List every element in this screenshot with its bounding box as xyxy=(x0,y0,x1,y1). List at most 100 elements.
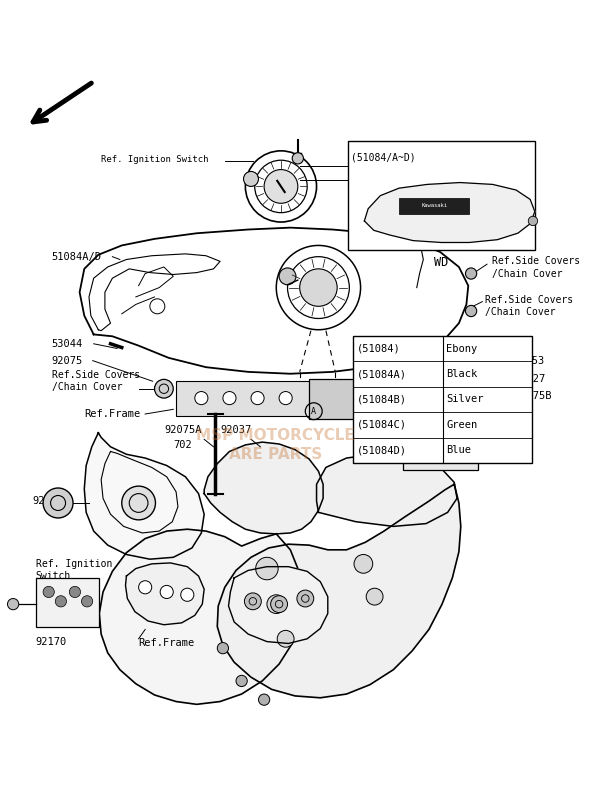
Text: 92027: 92027 xyxy=(514,375,545,384)
Text: /Chain Cover: /Chain Cover xyxy=(485,307,555,317)
Circle shape xyxy=(160,586,173,598)
Text: Ref.Side Covers: Ref.Side Covers xyxy=(51,370,140,380)
Circle shape xyxy=(244,593,262,610)
Circle shape xyxy=(217,642,229,654)
Circle shape xyxy=(449,437,459,447)
Circle shape xyxy=(277,630,294,647)
Circle shape xyxy=(412,428,422,437)
Text: Ref.Frame: Ref.Frame xyxy=(138,638,195,649)
Text: 92075: 92075 xyxy=(51,356,83,366)
Polygon shape xyxy=(365,182,535,242)
Polygon shape xyxy=(100,529,302,705)
Text: Ref.Side Covers: Ref.Side Covers xyxy=(401,221,489,232)
Text: Kawasaki: Kawasaki xyxy=(422,204,448,209)
Text: ARE PARTS: ARE PARTS xyxy=(229,447,322,462)
Text: A: A xyxy=(311,407,316,415)
Text: Ebony: Ebony xyxy=(446,344,478,354)
Text: Ref. Ignition Switch: Ref. Ignition Switch xyxy=(101,155,209,164)
Polygon shape xyxy=(217,484,461,698)
Circle shape xyxy=(424,392,438,404)
Text: 92153: 92153 xyxy=(360,159,391,169)
Circle shape xyxy=(154,380,173,398)
Text: Ref. Ignition: Ref. Ignition xyxy=(35,559,112,569)
Text: (51084): (51084) xyxy=(357,344,401,354)
Circle shape xyxy=(431,453,440,463)
Circle shape xyxy=(457,392,470,404)
Circle shape xyxy=(279,392,292,404)
Text: 92170: 92170 xyxy=(35,637,67,646)
Text: 92075A: 92075A xyxy=(164,425,201,435)
Polygon shape xyxy=(125,563,204,625)
Text: 702: 702 xyxy=(173,440,192,450)
Text: (51084/A~D): (51084/A~D) xyxy=(351,153,416,162)
Bar xyxy=(35,578,100,626)
Circle shape xyxy=(259,694,270,706)
Text: /Chain Cover: /Chain Cover xyxy=(492,268,562,279)
Text: Blue: Blue xyxy=(446,445,471,455)
Circle shape xyxy=(43,586,54,598)
Circle shape xyxy=(366,588,383,605)
Text: Switch: Switch xyxy=(35,571,71,581)
Bar xyxy=(399,197,469,214)
Circle shape xyxy=(181,588,194,602)
Circle shape xyxy=(528,217,538,225)
Circle shape xyxy=(256,558,278,580)
Circle shape xyxy=(267,594,286,614)
Circle shape xyxy=(485,392,498,404)
Circle shape xyxy=(497,353,507,363)
Polygon shape xyxy=(84,433,204,559)
Polygon shape xyxy=(204,442,323,534)
Text: 53044: 53044 xyxy=(51,339,83,349)
Text: /Chain Cover: /Chain Cover xyxy=(51,382,122,392)
Circle shape xyxy=(251,392,264,404)
Circle shape xyxy=(495,376,508,390)
Polygon shape xyxy=(80,228,468,374)
Bar xyxy=(353,336,532,463)
Text: Ref.Frame: Ref.Frame xyxy=(449,423,502,433)
Circle shape xyxy=(431,428,440,437)
Circle shape xyxy=(138,581,152,594)
Text: 51084A/D: 51084A/D xyxy=(51,252,101,262)
Circle shape xyxy=(195,392,208,404)
Circle shape xyxy=(279,268,296,284)
Polygon shape xyxy=(316,455,457,527)
Text: 92075B: 92075B xyxy=(514,392,552,401)
Text: (51084C): (51084C) xyxy=(357,420,407,430)
Circle shape xyxy=(495,391,509,406)
Text: Black: Black xyxy=(446,369,478,379)
Circle shape xyxy=(300,268,337,306)
Circle shape xyxy=(264,169,298,203)
Circle shape xyxy=(223,392,236,404)
Text: (51084D): (51084D) xyxy=(357,445,407,455)
Circle shape xyxy=(412,453,422,463)
Circle shape xyxy=(465,268,477,279)
Circle shape xyxy=(70,586,81,598)
Circle shape xyxy=(297,590,314,607)
Circle shape xyxy=(292,153,303,164)
FancyBboxPatch shape xyxy=(176,381,508,416)
Text: 11053: 11053 xyxy=(514,356,545,366)
Circle shape xyxy=(8,598,19,610)
Text: 130: 130 xyxy=(514,337,533,347)
Circle shape xyxy=(81,596,92,607)
Circle shape xyxy=(271,596,287,613)
Text: Ref.Frame: Ref.Frame xyxy=(84,409,141,419)
Circle shape xyxy=(354,555,373,573)
Polygon shape xyxy=(229,566,328,643)
Circle shape xyxy=(465,305,477,316)
Bar xyxy=(348,141,535,250)
Text: Fittings: Fittings xyxy=(449,435,497,445)
Text: 53044: 53044 xyxy=(401,205,432,215)
Text: Green: Green xyxy=(446,420,478,430)
Bar xyxy=(403,419,478,470)
Text: (51084A): (51084A) xyxy=(357,369,407,379)
Circle shape xyxy=(122,486,155,520)
Text: MSP MOTORCYCLE: MSP MOTORCYCLE xyxy=(196,428,355,443)
Text: /Chain Cover: /Chain Cover xyxy=(401,234,471,244)
Circle shape xyxy=(236,675,247,686)
Text: (51084B): (51084B) xyxy=(357,395,407,404)
Text: Silver: Silver xyxy=(446,395,484,404)
Circle shape xyxy=(55,596,67,607)
Text: 92075A: 92075A xyxy=(33,496,70,506)
Text: WD: WD xyxy=(434,256,448,269)
